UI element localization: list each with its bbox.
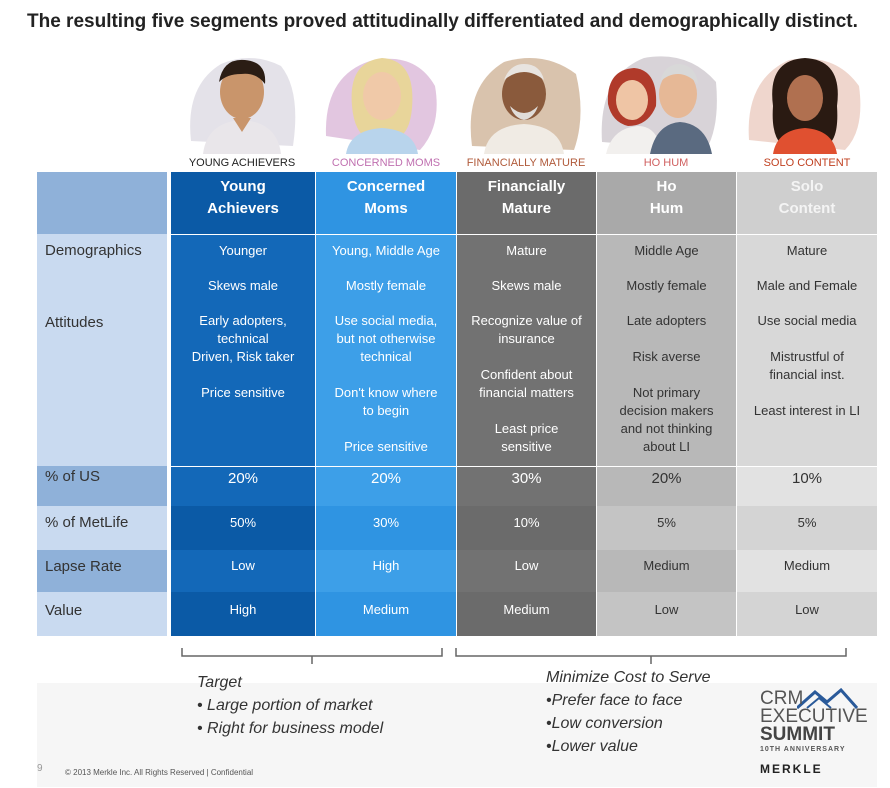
metlife-young-achievers: 50% bbox=[171, 506, 315, 550]
header-concerned-moms: Concerned Moms bbox=[316, 172, 456, 234]
young-man-portrait bbox=[181, 46, 303, 154]
metlife-ho-hum: 5% bbox=[597, 506, 736, 550]
body-financially-mature: Mature Skews male Recognize value of insu… bbox=[457, 234, 596, 466]
smiling-woman-portrait bbox=[743, 46, 865, 154]
older-couple-portrait bbox=[598, 46, 720, 154]
lapse-concerned-moms: High bbox=[316, 550, 456, 592]
older-man-portrait bbox=[464, 46, 586, 154]
us-financially-mature: 30% bbox=[457, 466, 596, 506]
target-bracket bbox=[181, 648, 443, 664]
value-concerned-moms: Medium bbox=[316, 592, 456, 636]
value-financially-mature: Medium bbox=[457, 592, 596, 636]
minimize-bullet: •Prefer face to face bbox=[546, 692, 683, 709]
header-young-achievers: Young Achievers bbox=[171, 172, 315, 234]
target-bullet: • Large portion of market bbox=[197, 697, 373, 714]
row-label-us: % of US bbox=[37, 466, 167, 506]
metlife-concerned-moms: 30% bbox=[316, 506, 456, 550]
caption-financially-mature: FINANCIALLY MATURE bbox=[466, 157, 586, 169]
row-label-attitudes: Attitudes bbox=[37, 306, 167, 466]
row-label-metlife: % of MetLife bbox=[37, 506, 167, 550]
value-young-achievers: High bbox=[171, 592, 315, 636]
row-label-lapse: Lapse Rate bbox=[37, 550, 167, 592]
page-title: The resulting five segments proved attit… bbox=[27, 11, 858, 32]
header-solo-content: Solo Content bbox=[737, 172, 877, 234]
body-solo-content: Mature Male and Female Use social media … bbox=[737, 234, 877, 466]
us-ho-hum: 20% bbox=[597, 466, 736, 506]
caption-ho-hum: HO HUM bbox=[643, 157, 689, 169]
value-ho-hum: Low bbox=[597, 592, 736, 636]
blonde-woman-portrait bbox=[320, 46, 442, 154]
lapse-ho-hum: Medium bbox=[597, 550, 736, 592]
lapse-solo-content: Medium bbox=[737, 550, 877, 592]
header-corner bbox=[37, 172, 167, 234]
mountain-icon bbox=[797, 688, 859, 710]
metlife-financially-mature: 10% bbox=[457, 506, 596, 550]
lapse-financially-mature: Low bbox=[457, 550, 596, 592]
minimize-bracket bbox=[455, 648, 847, 664]
header-ho-hum: Ho Hum bbox=[597, 172, 736, 234]
target-block: Target • Large portion of market • Right… bbox=[197, 671, 383, 740]
us-young-achievers: 20% bbox=[171, 466, 315, 506]
copyright-text: © 2013 Merkle Inc. All Rights Reserved |… bbox=[65, 768, 254, 777]
minimize-bullet: •Low conversion bbox=[546, 715, 663, 732]
body-ho-hum: Middle Age Mostly female Late adopters R… bbox=[597, 234, 736, 466]
target-heading: Target bbox=[197, 674, 242, 691]
row-label-value: Value bbox=[37, 592, 167, 636]
us-concerned-moms: 20% bbox=[316, 466, 456, 506]
minimize-heading: Minimize Cost to Serve bbox=[546, 669, 711, 686]
minimize-bullet: •Lower value bbox=[546, 738, 638, 755]
bottom-band bbox=[37, 683, 877, 787]
metlife-solo-content: 5% bbox=[737, 506, 877, 550]
caption-concerned-moms: CONCERNED MOMS bbox=[331, 157, 441, 169]
caption-young-achievers: YOUNG ACHIEVERS bbox=[188, 157, 296, 169]
lapse-young-achievers: Low bbox=[171, 550, 315, 592]
us-solo-content: 10% bbox=[737, 466, 877, 506]
caption-solo-content: SOLO CONTENT bbox=[763, 157, 851, 169]
value-solo-content: Low bbox=[737, 592, 877, 636]
body-young-achievers: Younger Skews male Early adopters, techni… bbox=[171, 234, 315, 466]
row-label-demographics: Demographics bbox=[37, 234, 167, 306]
header-financially-mature: Financially Mature bbox=[457, 172, 596, 234]
target-bullet: • Right for business model bbox=[197, 720, 384, 737]
body-concerned-moms: Young, Middle Age Mostly female Use soci… bbox=[316, 234, 456, 466]
page-number: 9 bbox=[37, 763, 43, 774]
minimize-block: Minimize Cost to Serve •Prefer face to f… bbox=[546, 666, 711, 758]
